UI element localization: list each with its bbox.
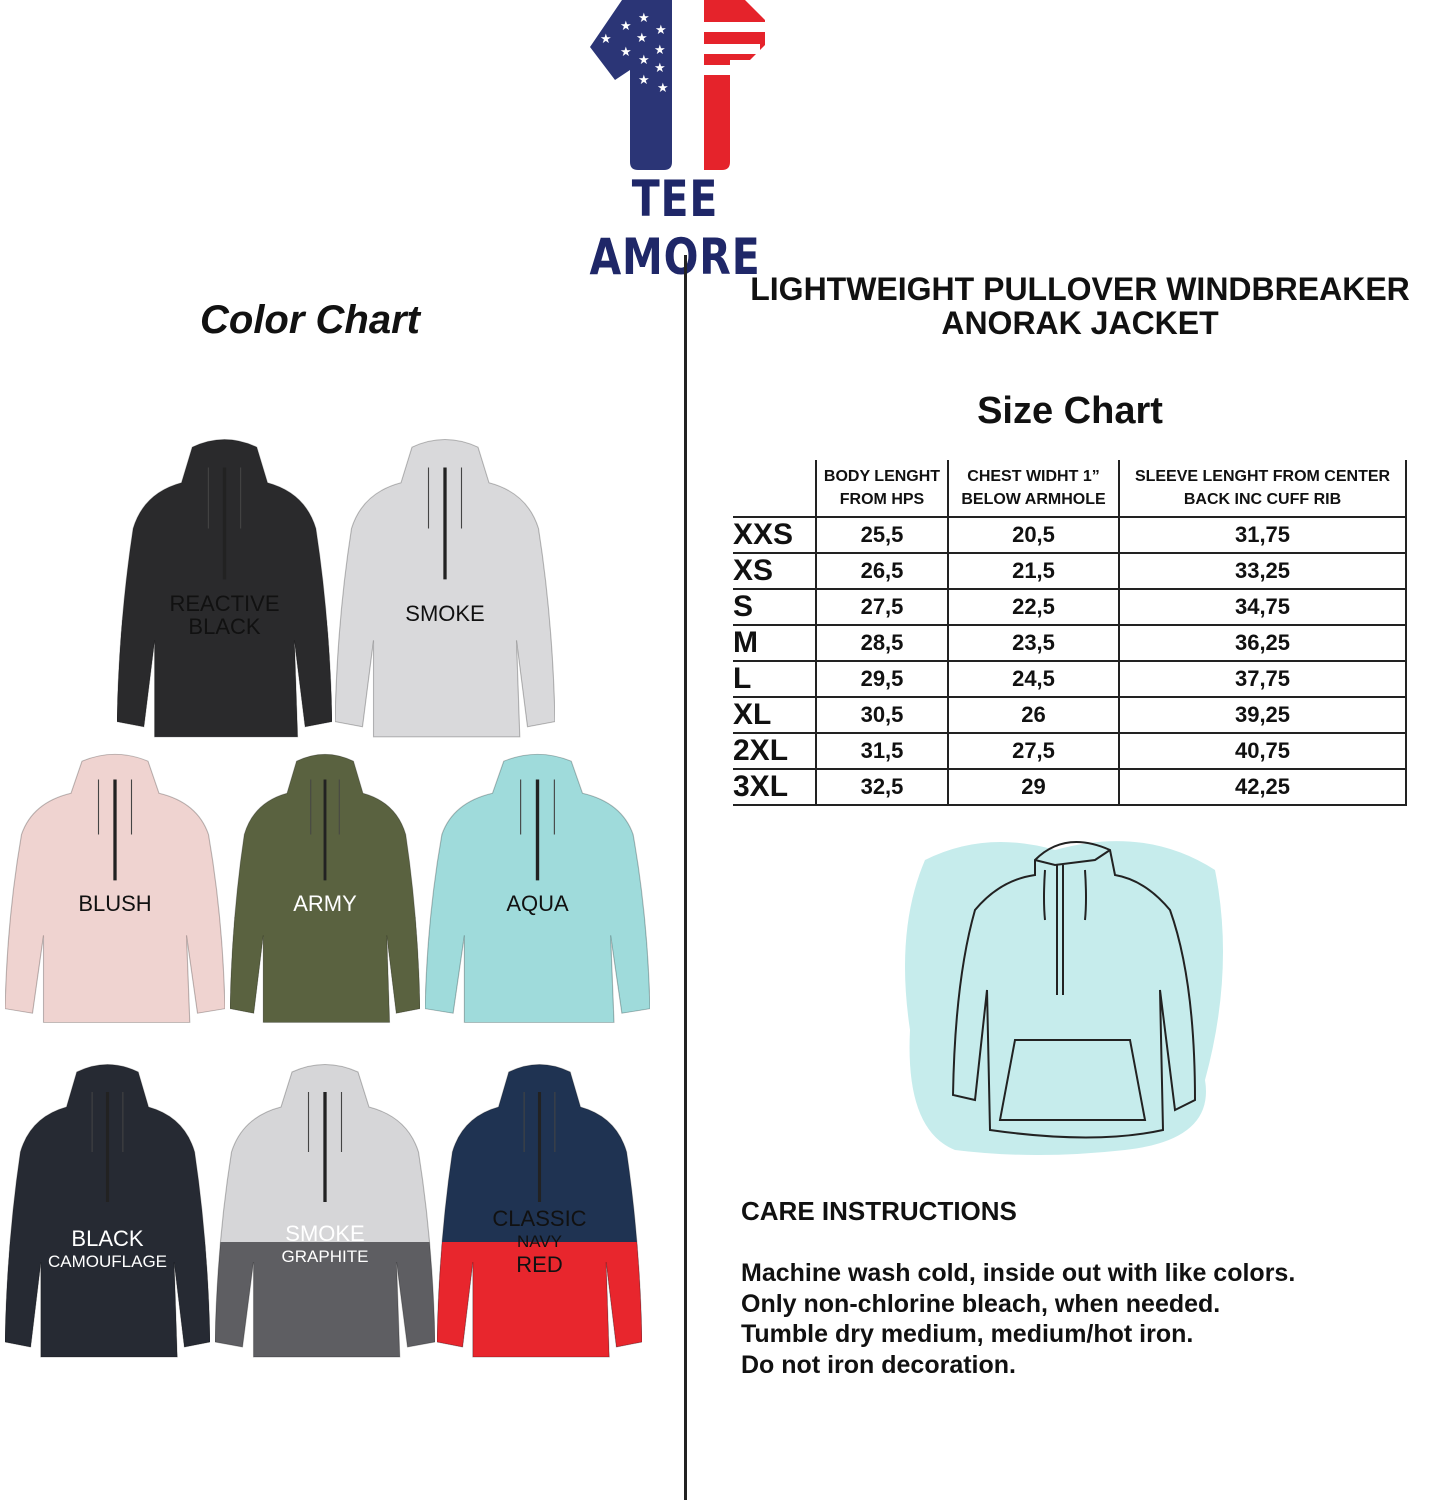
size-row: L 29,5 24,5 37,75 [733, 660, 1407, 698]
size-label: M [733, 624, 817, 662]
size-label: XL [733, 696, 817, 734]
jacket-color-label: SMOKE [405, 601, 485, 626]
size-label: S [733, 588, 817, 626]
size-row: XS 26,5 21,5 33,25 [733, 552, 1407, 590]
jacket-color-swatch: CLASSIC NAVY RED [436, 1062, 643, 1362]
size-value: 27,5 [815, 588, 949, 626]
svg-text:★: ★ [638, 11, 650, 26]
size-value: 30,5 [815, 696, 949, 734]
size-label: 3XL [733, 768, 817, 806]
size-value: 25,5 [815, 516, 949, 554]
jacket-color-swatch: REACTIVE BLACK [116, 437, 333, 742]
brand-name: TEE AMORE [589, 170, 761, 286]
jacket-sketch-illustration [905, 841, 1223, 1155]
svg-text:★: ★ [657, 81, 669, 96]
jacket-color-swatch: BLUSH [4, 752, 226, 1027]
jacket-color-label: BLACK CAMOUFLAGE [47, 1226, 168, 1271]
svg-text:★: ★ [636, 31, 648, 46]
size-value: 40,75 [1118, 732, 1407, 770]
care-instructions-title: CARE INSTRUCTIONS [741, 1196, 1017, 1226]
care-instructions: Machine wash cold, inside out with like … [741, 1258, 1295, 1380]
header-body-length: BODY LENGHT FROM HPS [815, 460, 949, 518]
size-value: 24,5 [947, 660, 1120, 698]
jacket-color-swatch: SMOKE [334, 437, 556, 742]
svg-text:★: ★ [620, 45, 632, 60]
size-chart-table: BODY LENGHT FROM HPS CHEST WIDHT 1” BELOW … [733, 460, 1407, 806]
jacket-color-label: ARMY [293, 891, 357, 916]
size-label: XXS [733, 516, 817, 554]
jacket-color-label: CLASSIC NAVY RED [492, 1206, 587, 1277]
header-chest-width: CHEST WIDHT 1” BELOW ARMHOLE [947, 460, 1120, 518]
size-value: 36,25 [1118, 624, 1407, 662]
size-value: 32,5 [815, 768, 949, 806]
size-value: 28,5 [815, 624, 949, 662]
size-label: L [733, 660, 817, 698]
svg-text:★: ★ [600, 32, 612, 47]
svg-text:★: ★ [655, 23, 667, 38]
size-value: 26 [947, 696, 1120, 734]
care-line: Machine wash cold, inside out with like … [741, 1259, 1296, 1287]
size-chart-title: Size Chart [977, 390, 1163, 432]
size-row: XL 30,5 26 39,25 [733, 696, 1407, 734]
care-line: Only non-chlorine bleach, when needed. [741, 1289, 1221, 1318]
jacket-image [4, 1064, 211, 1358]
care-line: Do not iron decoration. [741, 1350, 1016, 1379]
svg-text:★: ★ [638, 73, 650, 88]
size-value: 34,75 [1118, 588, 1407, 626]
jacket-image [4, 753, 226, 1023]
jacket-image [229, 753, 421, 1023]
size-row: M 28,5 23,5 36,25 [733, 624, 1407, 662]
size-value: 29,5 [815, 660, 949, 698]
divider [684, 255, 687, 1500]
size-value: 20,5 [947, 516, 1120, 554]
size-label: 2XL [733, 732, 817, 770]
size-value: 39,25 [1118, 696, 1407, 734]
jacket-color-label: SMOKE GRAPHITE [281, 1221, 369, 1266]
size-row: 2XL 31,5 27,5 40,75 [733, 732, 1407, 770]
jacket-color-label: REACTIVE BLACK [169, 591, 280, 639]
size-value: 42,25 [1118, 768, 1407, 806]
size-value: 22,5 [947, 588, 1120, 626]
size-value: 26,5 [815, 552, 949, 590]
header-empty [733, 460, 817, 518]
size-value: 29 [947, 768, 1120, 806]
size-value: 33,25 [1118, 552, 1407, 590]
jacket-color-swatch: SMOKE GRAPHITE [214, 1062, 436, 1362]
svg-text:★: ★ [654, 61, 666, 76]
size-value: 21,5 [947, 552, 1120, 590]
size-row: S 27,5 22,5 34,75 [733, 588, 1407, 626]
jacket-image [116, 439, 333, 738]
jacket-color-swatch: ARMY [229, 752, 421, 1027]
jacket-color-label: BLUSH [78, 891, 152, 916]
color-chart-title: Color Chart [200, 298, 420, 342]
product-title: LIGHTWEIGHT PULLOVER WINDBREAKER ANORAK … [710, 272, 1434, 340]
size-row: XXS 25,5 20,5 31,75 [733, 516, 1407, 554]
size-label: XS [733, 552, 817, 590]
svg-text:★: ★ [620, 19, 632, 34]
size-value: 37,75 [1118, 660, 1407, 698]
product-title-line1: LIGHTWEIGHT PULLOVER WINDBREAKER [750, 271, 1410, 307]
jacket-color-swatch: BLACK CAMOUFLAGE [4, 1062, 211, 1362]
size-value: 31,75 [1118, 516, 1407, 554]
size-value: 27,5 [947, 732, 1120, 770]
product-title-line2: ANORAK JACKET [941, 305, 1219, 341]
jacket-image [436, 1064, 643, 1358]
svg-text:★: ★ [654, 43, 666, 58]
jacket-image [214, 1064, 436, 1358]
jacket-color-swatch: AQUA [424, 752, 651, 1027]
jacket-color-label: AQUA [506, 891, 569, 916]
svg-text:★: ★ [638, 53, 650, 68]
jacket-image [424, 753, 651, 1023]
size-row: 3XL 32,5 29 42,25 [733, 768, 1407, 806]
jacket-image [334, 439, 556, 738]
tee-amore-logo: ★ ★ ★ ★ ★ ★ ★ ★ ★ ★ ★ [590, 0, 766, 170]
care-line: Tumble dry medium, medium/hot iron. [741, 1320, 1194, 1348]
size-value: 23,5 [947, 624, 1120, 662]
size-value: 31,5 [815, 732, 949, 770]
header-sleeve-length: SLEEVE LENGHT FROM CENTER BACK INC CUFF R… [1118, 460, 1407, 518]
